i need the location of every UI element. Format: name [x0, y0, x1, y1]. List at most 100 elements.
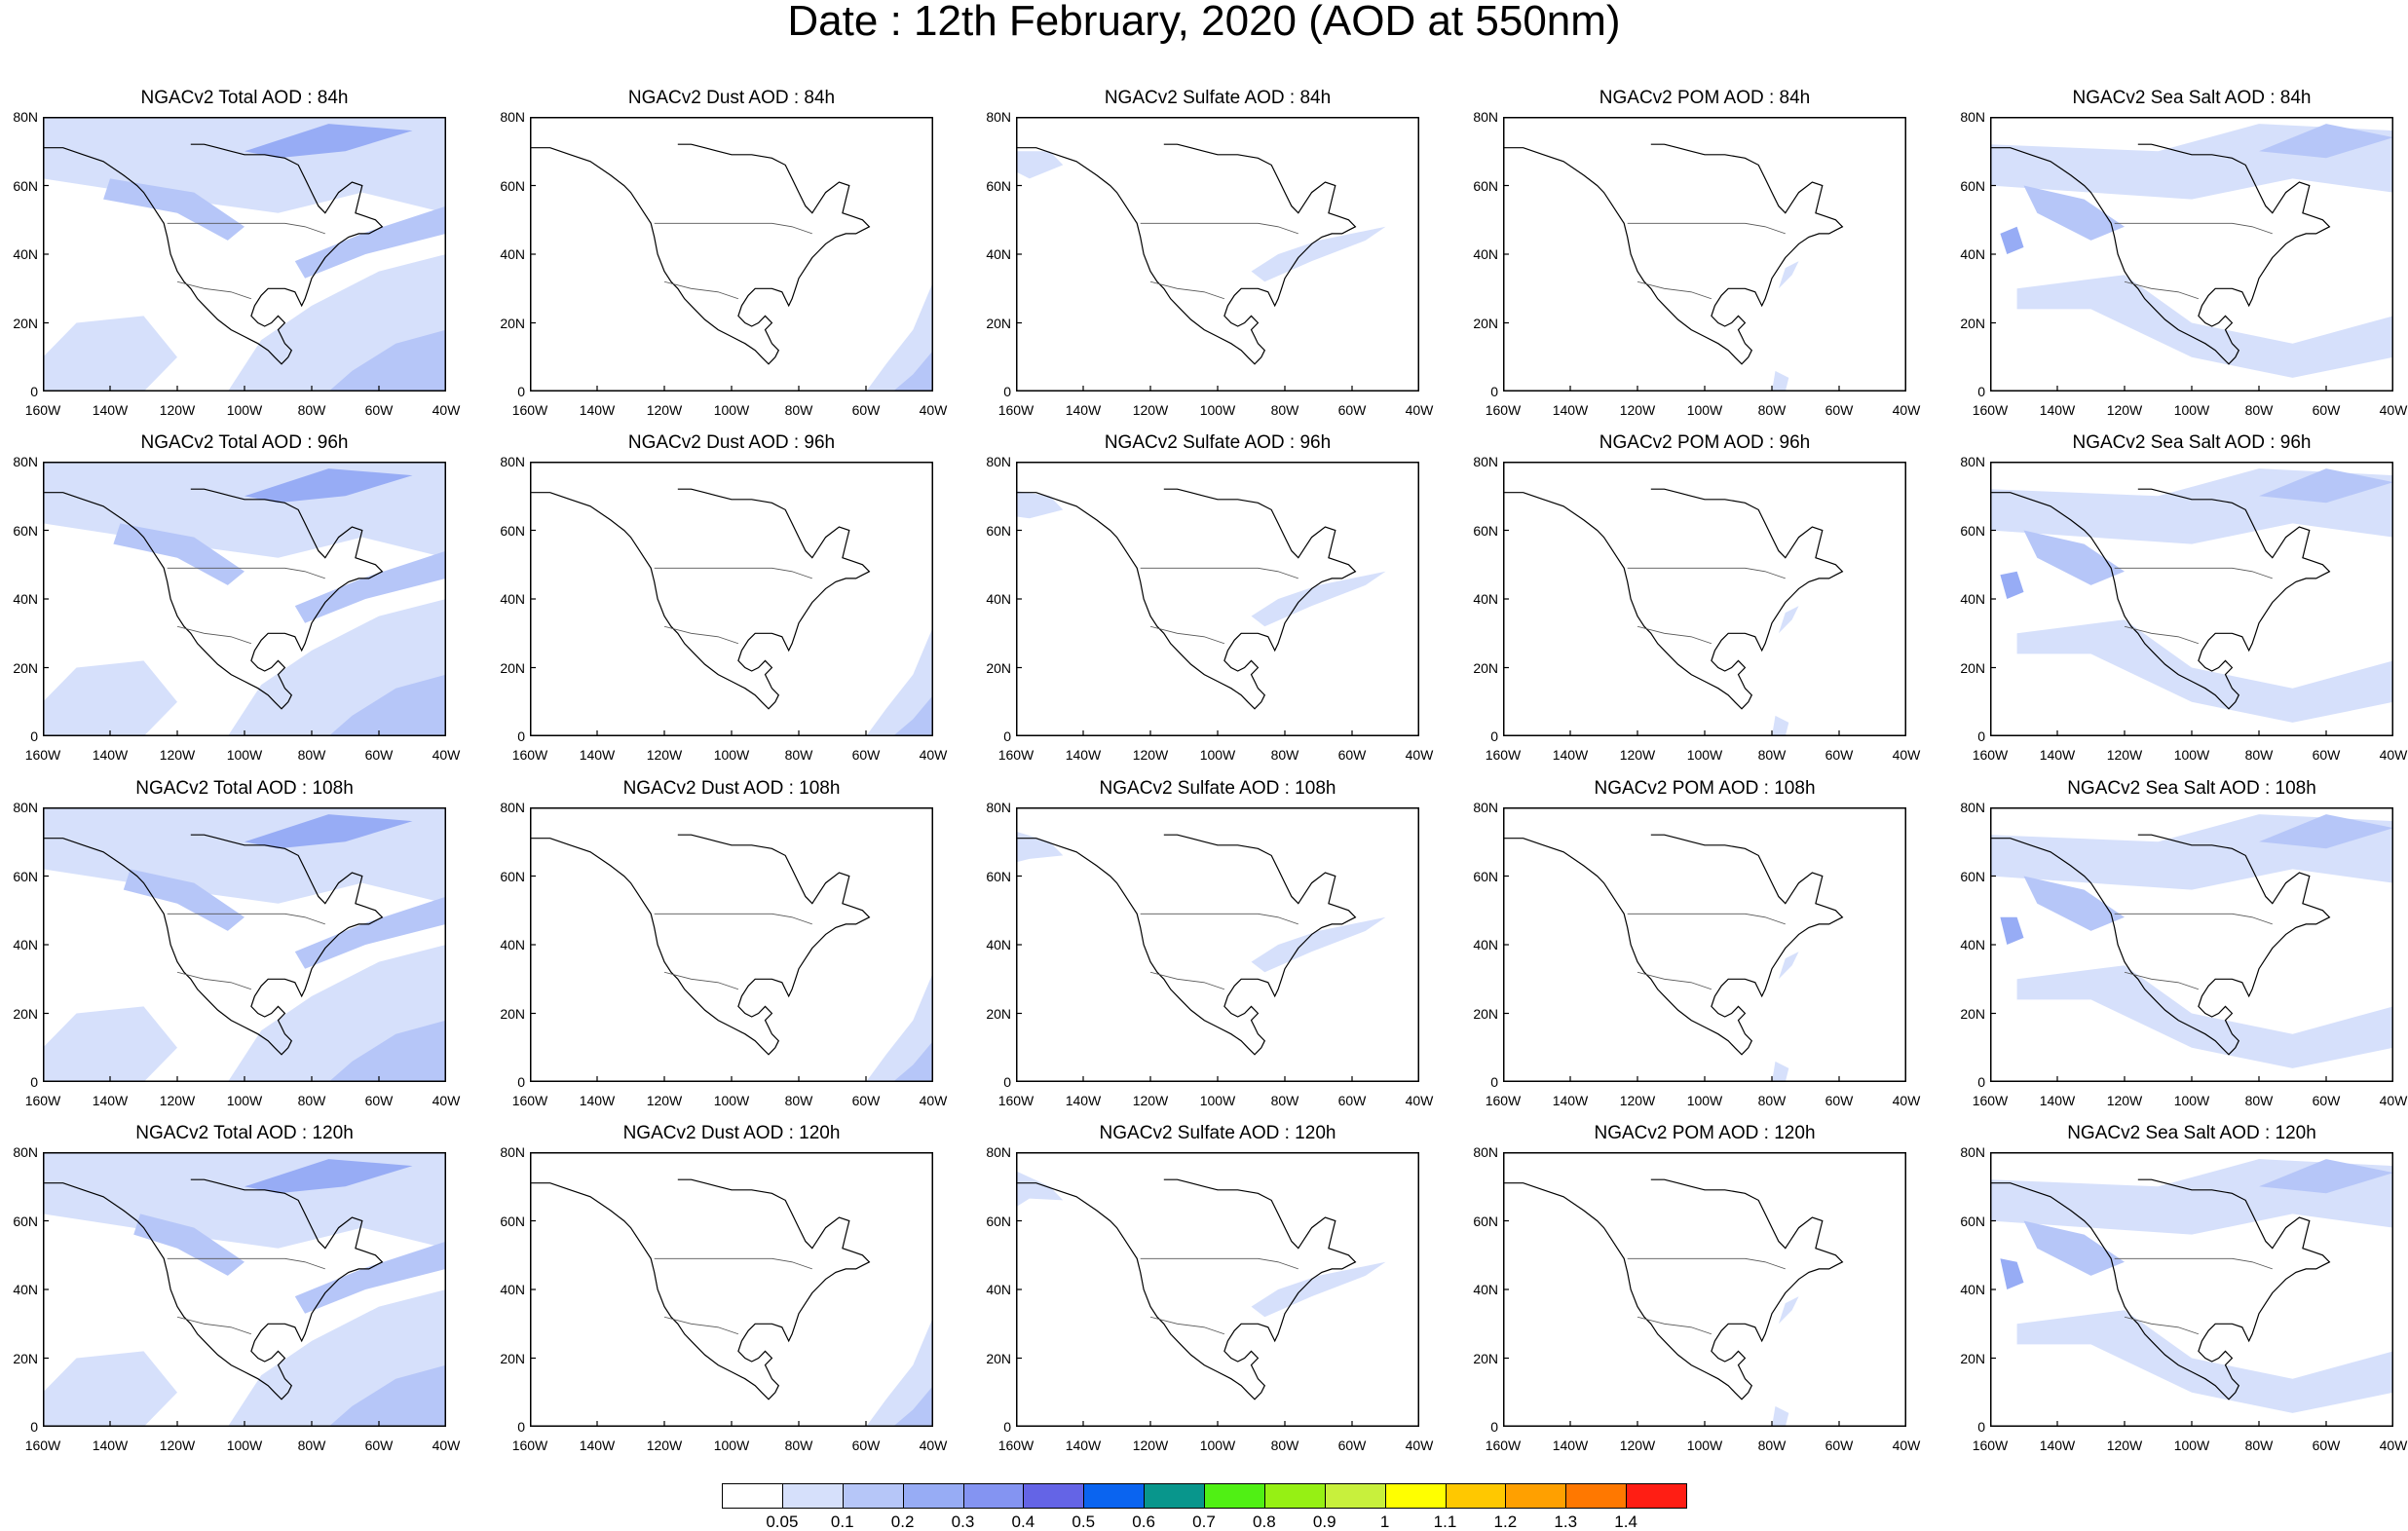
- country-border: [167, 222, 325, 235]
- lat-tick-label: 20N: [1473, 315, 1498, 331]
- lon-tick-label: 40W: [1892, 1093, 1921, 1108]
- aod-shading: [43, 316, 177, 392]
- panel-title: NGACv2 Sea Salt AOD : 96h: [2072, 432, 2312, 453]
- panel-title: NGACv2 Total AOD : 84h: [140, 88, 349, 108]
- lon-tick-label: 80W: [1270, 402, 1299, 418]
- lon-tick-label: 100W: [2173, 1438, 2210, 1453]
- aod-shading: [294, 550, 446, 623]
- lon-tick-label: 60W: [851, 1438, 881, 1453]
- colorbar-label: 0.05: [766, 1512, 799, 1531]
- colorbar-label: 0.7: [1192, 1512, 1216, 1531]
- lon-tick-label: 100W: [713, 1093, 750, 1108]
- lon-tick-label: 120W: [1619, 1093, 1656, 1108]
- lat-tick-label: 60N: [1960, 1213, 1985, 1229]
- lat-tick-label: 0: [1003, 1419, 1011, 1435]
- lon-tick-label: 160W: [1972, 1438, 2009, 1453]
- lon-tick-label: 100W: [2173, 747, 2210, 763]
- aod-shading: [245, 814, 413, 849]
- panel-title: NGACv2 Dust AOD : 96h: [627, 432, 836, 453]
- lon-tick-label: 40W: [1892, 1438, 1921, 1453]
- aod-shading: [1251, 226, 1386, 282]
- lat-tick-label: 80N: [1473, 1144, 1498, 1160]
- lon-tick-label: 60W: [364, 1438, 394, 1453]
- lat-tick-label: 0: [517, 1419, 525, 1435]
- lat-tick-label: 0: [1977, 384, 1985, 399]
- lat-tick-label: 80N: [1473, 800, 1498, 815]
- country-border: [1140, 567, 1298, 579]
- lon-tick-label: 60W: [1337, 747, 1367, 763]
- aod-shading: [866, 626, 933, 736]
- aod-shading: [294, 896, 446, 969]
- lon-tick-label: 160W: [997, 1093, 1035, 1108]
- lon-tick-label: 120W: [646, 747, 683, 763]
- lat-tick-label: 60N: [13, 522, 38, 539]
- lon-tick-label: 140W: [2039, 1438, 2076, 1453]
- lon-tick-label: 160W: [1485, 747, 1522, 763]
- aod-shading: [1016, 831, 1064, 863]
- lon-tick-label: 100W: [2173, 1093, 2210, 1108]
- aod-shading: [328, 1364, 446, 1427]
- lon-tick-label: 60W: [364, 402, 394, 418]
- lat-tick-label: 40N: [500, 1282, 525, 1297]
- aod-map: [1990, 807, 2393, 1082]
- lon-tick-label: 60W: [1337, 1438, 1367, 1453]
- lon-tick-label: 100W: [713, 1438, 750, 1453]
- lat-tick-label: 0: [1003, 728, 1011, 744]
- country-border: [2124, 280, 2200, 300]
- lat-tick-label: 40N: [1960, 937, 1985, 952]
- colorbar-label: 1.4: [1614, 1512, 1637, 1531]
- lat-tick-label: 20N: [986, 315, 1011, 331]
- colorbar-label: 0.2: [890, 1512, 915, 1531]
- aod-shading: [1016, 151, 1064, 179]
- panel-title: NGACv2 Sulfate AOD : 108h: [1099, 778, 1336, 799]
- lat-tick-label: 80N: [986, 109, 1011, 125]
- lat-tick-label: 80N: [986, 1144, 1011, 1160]
- aod-shading: [2000, 571, 2024, 599]
- lon-tick-label: 160W: [24, 402, 61, 418]
- lon-tick-label: 100W: [2173, 402, 2210, 418]
- lon-tick-label: 160W: [1972, 1093, 2009, 1108]
- lon-tick-label: 40W: [919, 1093, 948, 1108]
- lon-tick-label: 140W: [579, 402, 616, 418]
- lon-tick-label: 40W: [919, 1438, 948, 1453]
- lon-tick-label: 100W: [226, 1438, 263, 1453]
- aod-shading: [892, 694, 933, 736]
- colorbar-box: [1263, 1483, 1326, 1509]
- aod-shading: [2016, 275, 2393, 378]
- lon-tick-label: 80W: [784, 402, 813, 418]
- lon-tick-label: 120W: [1132, 747, 1169, 763]
- aod-shading: [866, 1317, 933, 1427]
- lat-tick-label: 60N: [986, 522, 1011, 539]
- lat-tick-label: 40N: [13, 1282, 38, 1297]
- coastline: [530, 143, 871, 365]
- lon-tick-label: 80W: [297, 402, 326, 418]
- country-border: [1627, 913, 1786, 925]
- aod-map: [1016, 1152, 1419, 1427]
- coastline: [1016, 1178, 1357, 1400]
- country-border: [1140, 222, 1298, 235]
- aod-shading: [133, 1214, 245, 1276]
- country-border: [176, 971, 252, 990]
- lon-tick-label: 40W: [919, 402, 948, 418]
- country-border: [167, 1257, 325, 1270]
- lat-tick-label: 60N: [13, 868, 38, 884]
- lat-tick-label: 40N: [1960, 1282, 1985, 1297]
- coastline: [43, 1178, 384, 1400]
- lat-tick-label: 40N: [1473, 937, 1498, 952]
- aod-map: [530, 462, 933, 736]
- aod-shading: [2259, 124, 2393, 159]
- lat-tick-label: 20N: [500, 1350, 525, 1366]
- aod-shading: [1251, 916, 1386, 973]
- panel-title: NGACv2 Total AOD : 120h: [135, 1123, 354, 1143]
- aod-map: [43, 117, 446, 392]
- lon-tick-label: 160W: [1972, 747, 2009, 763]
- lat-tick-label: 60N: [13, 177, 38, 194]
- lat-tick-label: 0: [1003, 384, 1011, 399]
- map-frame: [1503, 1152, 1906, 1427]
- lat-tick-label: 40N: [500, 246, 525, 262]
- lat-tick-label: 0: [1003, 1074, 1011, 1090]
- coastline: [1990, 1178, 2331, 1400]
- lat-tick-label: 60N: [1960, 177, 1985, 194]
- lat-tick-label: 60N: [986, 868, 1011, 884]
- colorbar-box: [1144, 1483, 1205, 1509]
